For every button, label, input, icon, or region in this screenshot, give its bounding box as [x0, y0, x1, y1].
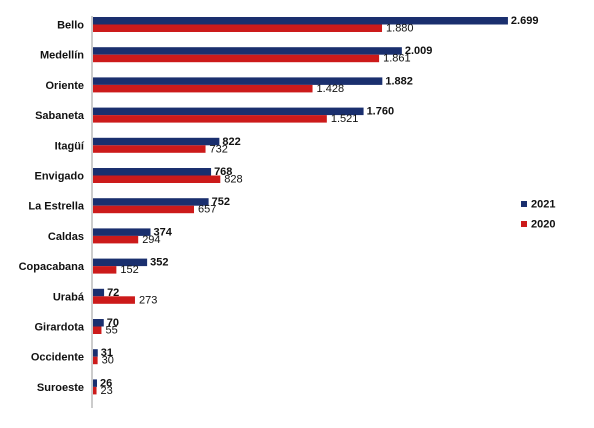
category-label-envigado: Envigado	[34, 171, 84, 183]
category-label-itagui: Itagüí	[55, 140, 85, 152]
value-label-2021-medellin: 2.009	[405, 45, 433, 57]
value-label-2020-la-estrella: 657	[198, 204, 216, 216]
value-label-2021-sabaneta: 1.760	[367, 106, 395, 118]
bar-2020-la-estrella	[93, 205, 195, 214]
value-label-2021-la-estrella: 752	[212, 196, 230, 208]
bar-2021-oriente	[93, 77, 383, 85]
value-label-2020-itagui: 732	[210, 143, 228, 155]
value-label-2021-bello: 2.699	[511, 15, 539, 27]
value-label-2020-occidente: 30	[102, 355, 114, 367]
value-label-2020-uraba: 273	[139, 294, 157, 306]
value-label-2020-oriente: 1.428	[317, 83, 345, 95]
value-label-2021-caldas: 374	[153, 226, 172, 238]
category-label-la-estrella: La Estrella	[28, 201, 85, 213]
bar-2021-bello	[93, 17, 508, 25]
bar-2021-envigado	[93, 168, 212, 176]
bar-2021-girardota	[93, 319, 104, 327]
value-label-2021-suroeste: 26	[100, 377, 112, 389]
category-label-oriente: Oriente	[45, 80, 84, 92]
legend-label-2021: 2021	[531, 199, 555, 211]
bar-2020-sabaneta	[93, 115, 327, 123]
value-label-2020-suroeste: 23	[101, 385, 113, 397]
bar-2021-itagui	[93, 137, 220, 146]
bar-2021-suroeste	[93, 379, 97, 387]
bar-2021-caldas	[93, 228, 151, 236]
bar-2020-copacabana	[93, 266, 117, 274]
legend: 2021 2020	[521, 199, 555, 231]
bar-2020-bello	[93, 24, 383, 32]
value-label-2021-envigado: 768	[214, 166, 232, 178]
bar-2020-uraba	[93, 296, 135, 304]
category-label-girardota: Girardota	[34, 322, 84, 334]
category-label-uraba: Urabá	[53, 291, 85, 303]
bar-2020-caldas	[93, 235, 139, 244]
category-label-occidente: Occidente	[31, 352, 84, 364]
value-label-2020-copacabana: 152	[120, 264, 138, 276]
category-label-suroeste: Suroeste	[37, 382, 84, 394]
value-label-2020-medellin: 1.861	[383, 53, 411, 65]
value-label-2021-copacabana: 352	[150, 257, 168, 269]
category-label-bello: Bello	[57, 20, 84, 32]
category-label-caldas: Caldas	[48, 231, 84, 243]
value-label-2020-caldas: 294	[142, 234, 160, 246]
bar-2021-la-estrella	[93, 198, 209, 206]
legend-label-2020: 2020	[531, 219, 555, 231]
bar-2020-occidente	[93, 356, 98, 365]
legend-swatch-2021	[521, 201, 527, 207]
value-label-2020-girardota: 55	[105, 325, 117, 337]
bar-2021-uraba	[93, 288, 105, 297]
value-label-2020-bello: 1.880	[386, 23, 414, 35]
category-label-medellin: Medellín	[40, 50, 84, 62]
value-label-2020-sabaneta: 1.521	[331, 113, 359, 125]
bar-2021-sabaneta	[93, 107, 364, 116]
bar-2020-suroeste	[93, 386, 97, 395]
bar-2020-girardota	[93, 326, 102, 334]
bars-group	[93, 17, 508, 395]
bar-2021-medellin	[93, 47, 402, 55]
bar-2020-itagui	[93, 145, 206, 153]
value-label-2021-uraba: 72	[107, 287, 119, 299]
bar-2020-oriente	[93, 84, 313, 93]
value-label-2021-girardota: 70	[107, 317, 119, 329]
bar-2021-copacabana	[93, 258, 148, 267]
bar-2020-envigado	[93, 175, 221, 183]
category-label-sabaneta: Sabaneta	[35, 110, 85, 122]
value-label-2020-envigado: 828	[224, 174, 242, 186]
value-label-2021-occidente: 31	[101, 347, 113, 359]
bar-2020-medellin	[93, 54, 380, 63]
value-label-2021-oriente: 1.882	[385, 75, 413, 87]
bar-2021-occidente	[93, 349, 98, 357]
value-label-2021-itagui: 822	[222, 136, 240, 148]
legend-swatch-2020	[521, 221, 527, 227]
category-label-copacabana: Copacabana	[19, 261, 85, 273]
